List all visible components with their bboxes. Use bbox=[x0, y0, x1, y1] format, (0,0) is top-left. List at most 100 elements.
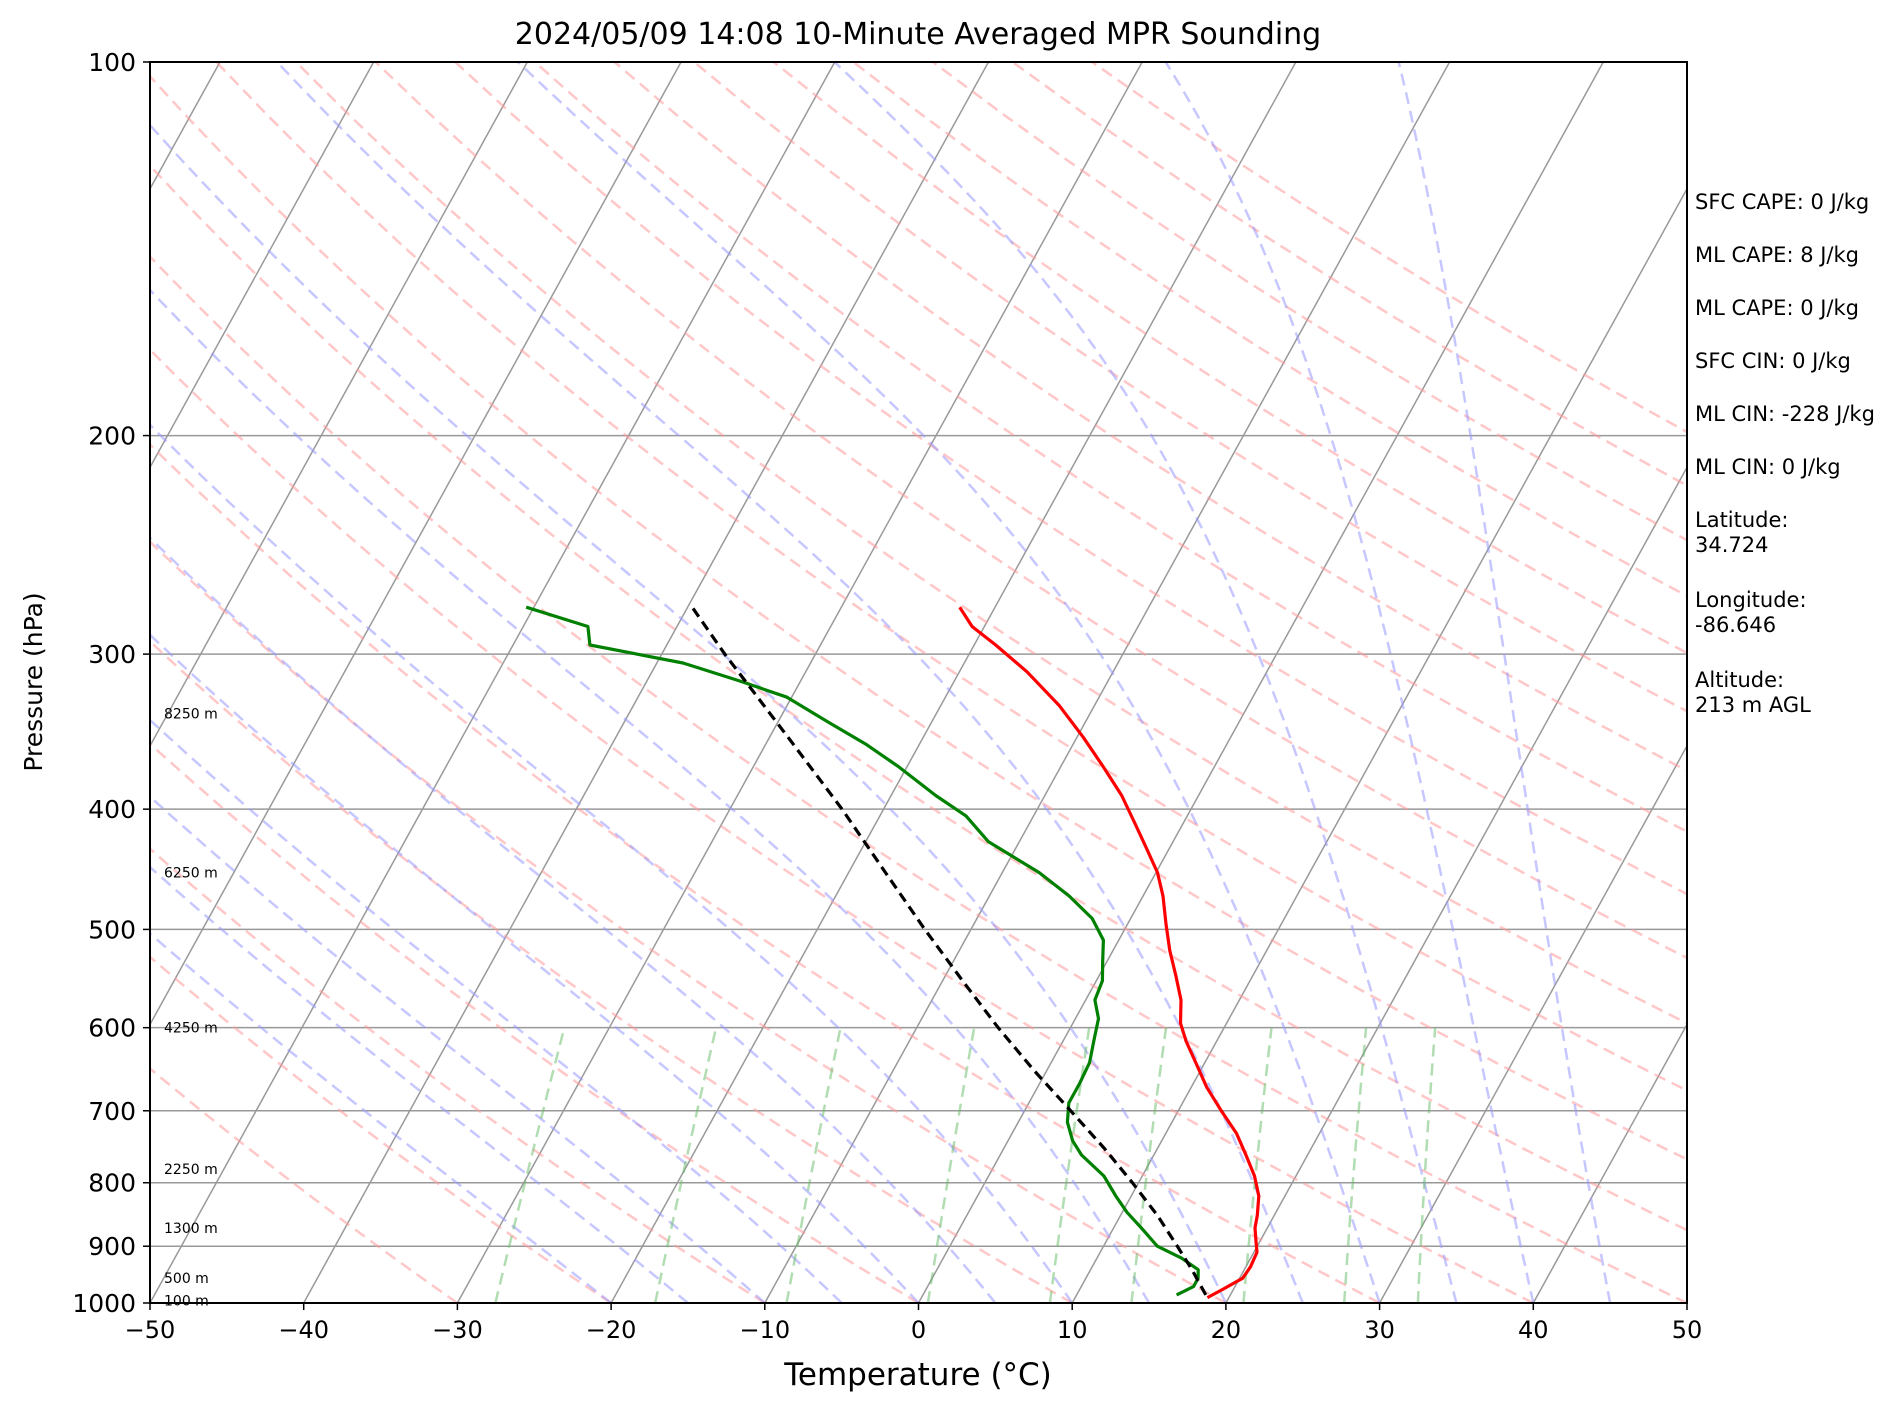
moist-adiabat-line bbox=[276, 62, 1304, 1303]
dry-adiabat-line bbox=[150, 1066, 459, 1303]
latitude-value: 34.724 bbox=[1695, 533, 1769, 557]
y-tick-label: 400 bbox=[88, 795, 136, 824]
x-tick-label: 0 bbox=[911, 1316, 926, 1344]
isotherm-line bbox=[764, 62, 1451, 1303]
moist-adiabat-line bbox=[150, 718, 843, 1303]
x-tick-label: 50 bbox=[1672, 1316, 1703, 1344]
height-label: 1300 m bbox=[164, 1221, 218, 1237]
y-tick-label: 800 bbox=[88, 1169, 136, 1198]
y-axis-label: Pressure (hPa) bbox=[19, 592, 48, 771]
y-tick-label: 700 bbox=[88, 1097, 136, 1126]
y-tick-label: 900 bbox=[88, 1232, 136, 1261]
dry-adiabat-line bbox=[693, 62, 1687, 713]
sounding-parameters: SFC CAPE: 0 J/kg ML CAPE: 8 J/kg ML CAPE… bbox=[1695, 190, 1895, 748]
moist-adiabat-line bbox=[150, 536, 997, 1303]
isotherm-line bbox=[150, 62, 529, 748]
dry-adiabat-line bbox=[150, 742, 920, 1303]
y-tick-label: 100 bbox=[88, 48, 136, 77]
x-tick-label: −40 bbox=[278, 1316, 329, 1344]
dry-adiabat-line bbox=[534, 62, 1687, 834]
x-tick-label: 30 bbox=[1364, 1316, 1395, 1344]
dry-adiabat-line bbox=[215, 62, 1687, 1092]
isotherm-line bbox=[1378, 744, 1687, 1303]
sfc-cape-text: SFC CAPE: 0 J/kg bbox=[1695, 190, 1870, 214]
x-axis-label: Temperature (°C) bbox=[783, 1357, 1052, 1393]
dry-adiabat-line bbox=[150, 163, 1687, 1232]
isotherm-line bbox=[1071, 187, 1687, 1303]
x-tick-label: −10 bbox=[739, 1316, 790, 1344]
moist-adiabat-line bbox=[150, 931, 612, 1303]
longitude-value: -86.646 bbox=[1695, 613, 1777, 637]
x-tick-label: 10 bbox=[1057, 1316, 1088, 1344]
longitude-block: Longitude: -86.646 bbox=[1695, 588, 1895, 668]
dry-adiabat-line bbox=[454, 62, 1687, 896]
altitude-block: Altitude: 213 m AGL bbox=[1695, 668, 1895, 748]
x-tick-label: −30 bbox=[432, 1316, 483, 1344]
dry-adiabat-line bbox=[374, 62, 1687, 960]
mixing-ratio-line bbox=[926, 1027, 976, 1303]
mixing-ratio-line bbox=[1416, 1027, 1437, 1303]
ml-cape-text: ML CAPE: 8 J/kg bbox=[1695, 243, 1860, 267]
height-label: 8250 m bbox=[164, 707, 218, 723]
ml-cape-text-2: ML CAPE: 0 J/kg bbox=[1695, 296, 1860, 320]
y-tick-label: 1000 bbox=[72, 1289, 136, 1318]
x-tick-label: −50 bbox=[125, 1316, 176, 1344]
isotherm-line bbox=[150, 62, 682, 1027]
axes: −50 −40 −30 −20 −10 0 10 20 30 40 50 1000 900 800 700 6… bbox=[72, 48, 1702, 1344]
x-tick-label: 20 bbox=[1211, 1316, 1242, 1344]
isotherm-line bbox=[150, 62, 836, 1303]
isotherm-line bbox=[303, 62, 990, 1303]
dry-adiabat-line bbox=[150, 347, 1534, 1303]
altitude-value: 213 m AGL bbox=[1695, 693, 1811, 717]
moist-adiabat-line bbox=[150, 423, 1074, 1303]
dry-adiabat-line bbox=[150, 955, 612, 1303]
dry-adiabat-line bbox=[150, 540, 1227, 1303]
moist-adiabat-line bbox=[150, 794, 766, 1303]
dewpoint-trace bbox=[525, 605, 1200, 1297]
height-label: 6250 m bbox=[164, 866, 218, 882]
isotherm-line bbox=[1532, 1022, 1687, 1303]
isotherm-line bbox=[1225, 465, 1687, 1303]
dry-adiabat-line bbox=[852, 62, 1687, 598]
height-label: 100 m bbox=[164, 1293, 209, 1309]
latitude-label: Latitude: bbox=[1695, 508, 1789, 532]
mixing-ratio-line bbox=[1130, 1027, 1168, 1303]
isotherm-line bbox=[917, 62, 1604, 1303]
y-tick-label: 500 bbox=[88, 915, 136, 944]
moist-adiabat-line bbox=[150, 288, 1151, 1303]
y-tick-label: 600 bbox=[88, 1014, 136, 1043]
mixing-ratio-line bbox=[1342, 1027, 1368, 1303]
moist-adiabat-line bbox=[833, 62, 1458, 1303]
moist-adiabat-line bbox=[1397, 62, 1612, 1303]
mixing-ratio-line bbox=[1048, 1027, 1091, 1303]
y-tick-label: 200 bbox=[88, 422, 136, 451]
dry-adiabat-line bbox=[295, 62, 1687, 1025]
mixing-ratio-line bbox=[494, 1027, 566, 1303]
height-label: 2250 m bbox=[164, 1162, 218, 1178]
isotherm-line bbox=[610, 62, 1297, 1303]
mixing-ratio-line bbox=[1242, 1027, 1273, 1303]
y-tick-label: 300 bbox=[88, 640, 136, 669]
dry-adiabat-line bbox=[772, 62, 1687, 655]
background-lines bbox=[150, 62, 1687, 1303]
altitude-label: Altitude: bbox=[1695, 668, 1785, 692]
longitude-label: Longitude: bbox=[1695, 588, 1807, 612]
mixing-ratio-line bbox=[653, 1027, 718, 1303]
ml-cin-text: ML CIN: -228 J/kg bbox=[1695, 402, 1875, 426]
x-tick-label: −20 bbox=[586, 1316, 637, 1344]
moist-adiabat-line bbox=[517, 62, 1381, 1303]
dry-adiabat-line bbox=[150, 74, 1687, 1161]
height-label: 4250 m bbox=[164, 1021, 218, 1037]
chart-title: 2024/05/09 14:08 10-Minute Averaged MPR … bbox=[515, 17, 1321, 52]
height-label: 500 m bbox=[164, 1271, 209, 1287]
ml-cin-text-2: ML CIN: 0 J/kg bbox=[1695, 455, 1841, 479]
sounding-traces bbox=[525, 605, 1261, 1300]
moist-adiabat-line bbox=[150, 123, 1228, 1303]
dry-adiabat-line bbox=[150, 639, 1073, 1303]
dry-adiabat-line bbox=[150, 442, 1381, 1303]
mixing-ratio-line bbox=[785, 1027, 842, 1303]
latitude-block: Latitude: 34.724 bbox=[1695, 508, 1895, 588]
isotherm-line bbox=[456, 62, 1143, 1303]
dry-adiabat-line bbox=[150, 254, 1687, 1303]
moist-adiabat-line bbox=[150, 865, 689, 1303]
